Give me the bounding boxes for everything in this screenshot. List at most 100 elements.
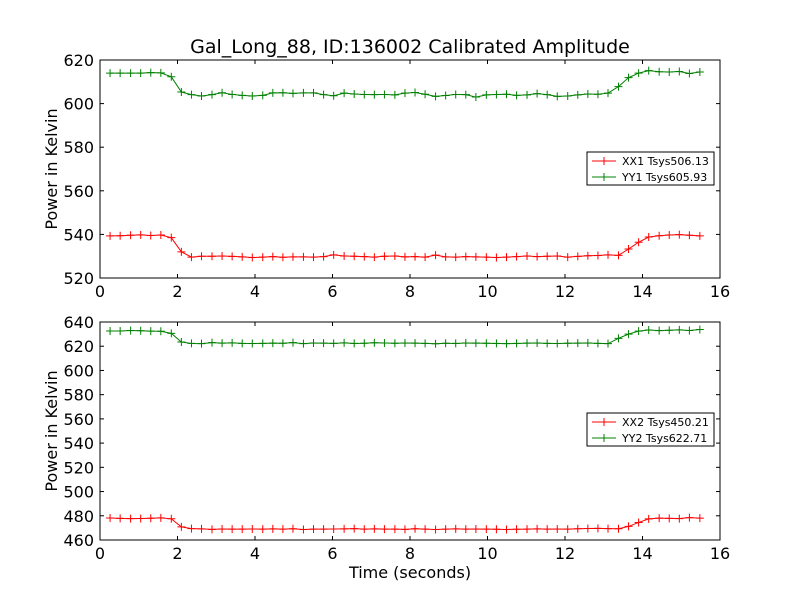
data-point-marker — [665, 67, 674, 76]
legend-swatch-marker — [600, 418, 608, 426]
legend-swatch-marker — [600, 173, 608, 181]
data-point-marker — [370, 338, 379, 347]
x-axis-label: Time (seconds) — [348, 563, 471, 582]
data-point-marker — [695, 514, 704, 523]
data-point-marker — [492, 525, 501, 534]
data-point-marker — [238, 339, 247, 348]
legend-label: XX2 Tsys450.21 — [622, 416, 709, 429]
data-point-marker — [187, 253, 196, 262]
data-point-marker — [411, 339, 420, 348]
data-point-marker — [197, 91, 206, 100]
y-tick-label: 500 — [63, 483, 94, 502]
data-point-marker — [340, 89, 349, 98]
data-point-marker — [512, 339, 521, 348]
data-point-marker — [136, 514, 145, 523]
data-point-marker — [533, 338, 542, 347]
data-point-marker — [258, 91, 267, 100]
data-point-marker — [228, 338, 237, 347]
x-tick-label: 8 — [405, 282, 415, 301]
data-point-marker — [177, 88, 186, 97]
data-point-marker — [156, 513, 165, 522]
data-point-marker — [523, 525, 532, 534]
data-point-marker — [563, 525, 572, 534]
data-point-marker — [543, 525, 552, 534]
data-point-marker — [665, 326, 674, 335]
data-point-marker — [238, 91, 247, 100]
data-point-marker — [451, 339, 460, 348]
data-point-marker — [492, 90, 501, 99]
data-point-marker — [431, 92, 440, 101]
legend: XX2 Tsys450.21 YY2 Tsys622.71 — [586, 412, 715, 447]
x-tick-label: 14 — [632, 544, 652, 563]
data-point-marker — [461, 338, 470, 347]
y-tick-label: 540 — [63, 434, 94, 453]
data-point-marker — [563, 91, 572, 100]
data-point-marker — [583, 338, 592, 347]
chart-title: Gal_Long_88, ID:136002 Calibrated Amplit… — [190, 36, 630, 58]
data-point-marker — [370, 90, 379, 99]
data-point-marker — [116, 514, 125, 523]
data-point-marker — [106, 326, 115, 335]
data-point-marker — [523, 251, 532, 260]
data-point-marker — [583, 251, 592, 260]
legend-label: YY1 Tsys605.93 — [621, 171, 707, 184]
data-point-marker — [583, 524, 592, 533]
data-point-marker — [634, 238, 643, 247]
data-point-marker — [136, 230, 145, 239]
data-point-marker — [471, 252, 480, 261]
data-point-marker — [126, 231, 135, 240]
data-point-marker — [614, 524, 623, 533]
legend-swatch-marker — [600, 434, 608, 442]
data-point-marker — [431, 339, 440, 348]
data-point-marker — [563, 253, 572, 262]
data-point-marker — [624, 522, 633, 531]
data-point-marker — [492, 339, 501, 348]
data-point-marker — [471, 524, 480, 533]
data-point-marker — [411, 252, 420, 261]
y-tick-label: 620 — [63, 51, 94, 70]
data-point-marker — [482, 90, 491, 99]
y-tick-label: 560 — [63, 410, 94, 429]
data-point-marker — [390, 339, 399, 348]
data-point-marker — [400, 89, 409, 98]
data-point-marker — [624, 330, 633, 339]
x-tick-label: 6 — [327, 282, 337, 301]
data-point-marker — [512, 525, 521, 534]
data-point-marker — [593, 251, 602, 260]
data-point-marker — [248, 91, 257, 100]
data-point-marker — [309, 525, 318, 534]
data-point-marker — [441, 91, 450, 100]
data-point-marker — [146, 68, 155, 77]
data-point-marker — [644, 233, 653, 242]
data-point-marker — [360, 339, 369, 348]
x-tick-label: 14 — [632, 282, 652, 301]
data-point-marker — [116, 231, 125, 240]
data-point-marker — [106, 69, 115, 78]
top-panel: 0 2 4 6 8 10 12 14 16 520 540 560 580 600 620 Power in … — [42, 51, 730, 301]
data-point-marker — [268, 339, 277, 348]
data-point-marker — [258, 339, 267, 348]
x-tick-label: 6 — [327, 544, 337, 563]
data-point-marker — [593, 90, 602, 99]
data-point-marker — [340, 524, 349, 533]
data-point-marker — [207, 90, 216, 99]
legend: XX1 Tsys506.13 YY1 Tsys605.93 — [586, 151, 715, 186]
data-point-marker — [248, 524, 257, 533]
data-point-marker — [573, 339, 582, 348]
y-tick-label: 580 — [63, 386, 94, 405]
y-axis-label: Power in Kelvin — [42, 370, 61, 491]
data-point-marker — [644, 514, 653, 523]
data-point-marker — [156, 231, 165, 240]
data-point-marker — [218, 339, 227, 348]
data-point-marker — [624, 73, 633, 82]
data-point-marker — [106, 513, 115, 522]
data-point-marker — [685, 513, 694, 522]
legend-label: XX1 Tsys506.13 — [622, 155, 709, 168]
data-point-marker — [177, 247, 186, 256]
data-point-marker — [604, 524, 613, 533]
data-point-marker — [573, 90, 582, 99]
data-point-marker — [655, 514, 664, 523]
data-point-marker — [461, 525, 470, 534]
data-point-marker — [197, 524, 206, 533]
